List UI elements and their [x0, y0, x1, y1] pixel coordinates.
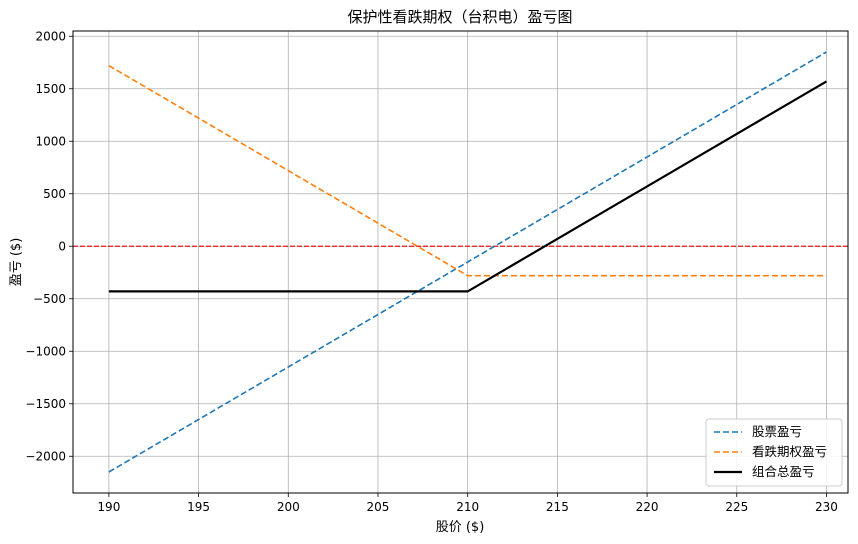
- x-tick-label: 205: [367, 500, 390, 514]
- y-tick-label: −1000: [25, 344, 66, 358]
- x-axis: 190 195 200 205 210 215 220 225 230: [97, 493, 838, 514]
- x-tick-label: 225: [725, 500, 748, 514]
- legend-label-0: 股票盈亏: [752, 424, 802, 439]
- y-axis: −2000 −1500 −1000 −500 0 500 1000 1500 2000: [25, 29, 73, 463]
- y-tick-label: −500: [33, 292, 66, 306]
- y-tick-label: 500: [43, 187, 66, 201]
- x-axis-title: 股价 ($): [436, 520, 485, 535]
- series-line-2: [108, 80, 828, 293]
- chart-title: 保护性看跌期权（台积电）盈亏图: [347, 8, 572, 26]
- y-tick-label: 1500: [35, 82, 66, 96]
- series-line-0: [108, 51, 827, 473]
- legend-box: [705, 418, 843, 487]
- y-tick-label: 2000: [35, 29, 66, 43]
- x-tick-label: 220: [636, 500, 659, 514]
- y-axis-title: 盈亏 ($): [9, 238, 24, 287]
- series-line-1: [108, 64, 827, 277]
- y-tick-label: −1500: [25, 397, 66, 411]
- series-lines: [108, 51, 828, 473]
- plot-frame: [72, 30, 849, 494]
- x-tick-label: 215: [546, 500, 569, 514]
- x-tick-label: 190: [97, 500, 120, 514]
- legend-label-2: 组合总盈亏: [752, 464, 815, 479]
- x-tick-label: 200: [277, 500, 300, 514]
- y-tick-label: 0: [58, 239, 66, 253]
- x-tick-label: 230: [815, 500, 838, 514]
- legend-label-1: 看跌期权盈亏: [752, 444, 827, 459]
- plot-area: [73, 31, 848, 493]
- x-tick-label: 210: [456, 500, 479, 514]
- y-tick-label: −2000: [25, 449, 66, 463]
- x-tick-label: 195: [187, 500, 210, 514]
- y-tick-label: 1000: [35, 134, 66, 148]
